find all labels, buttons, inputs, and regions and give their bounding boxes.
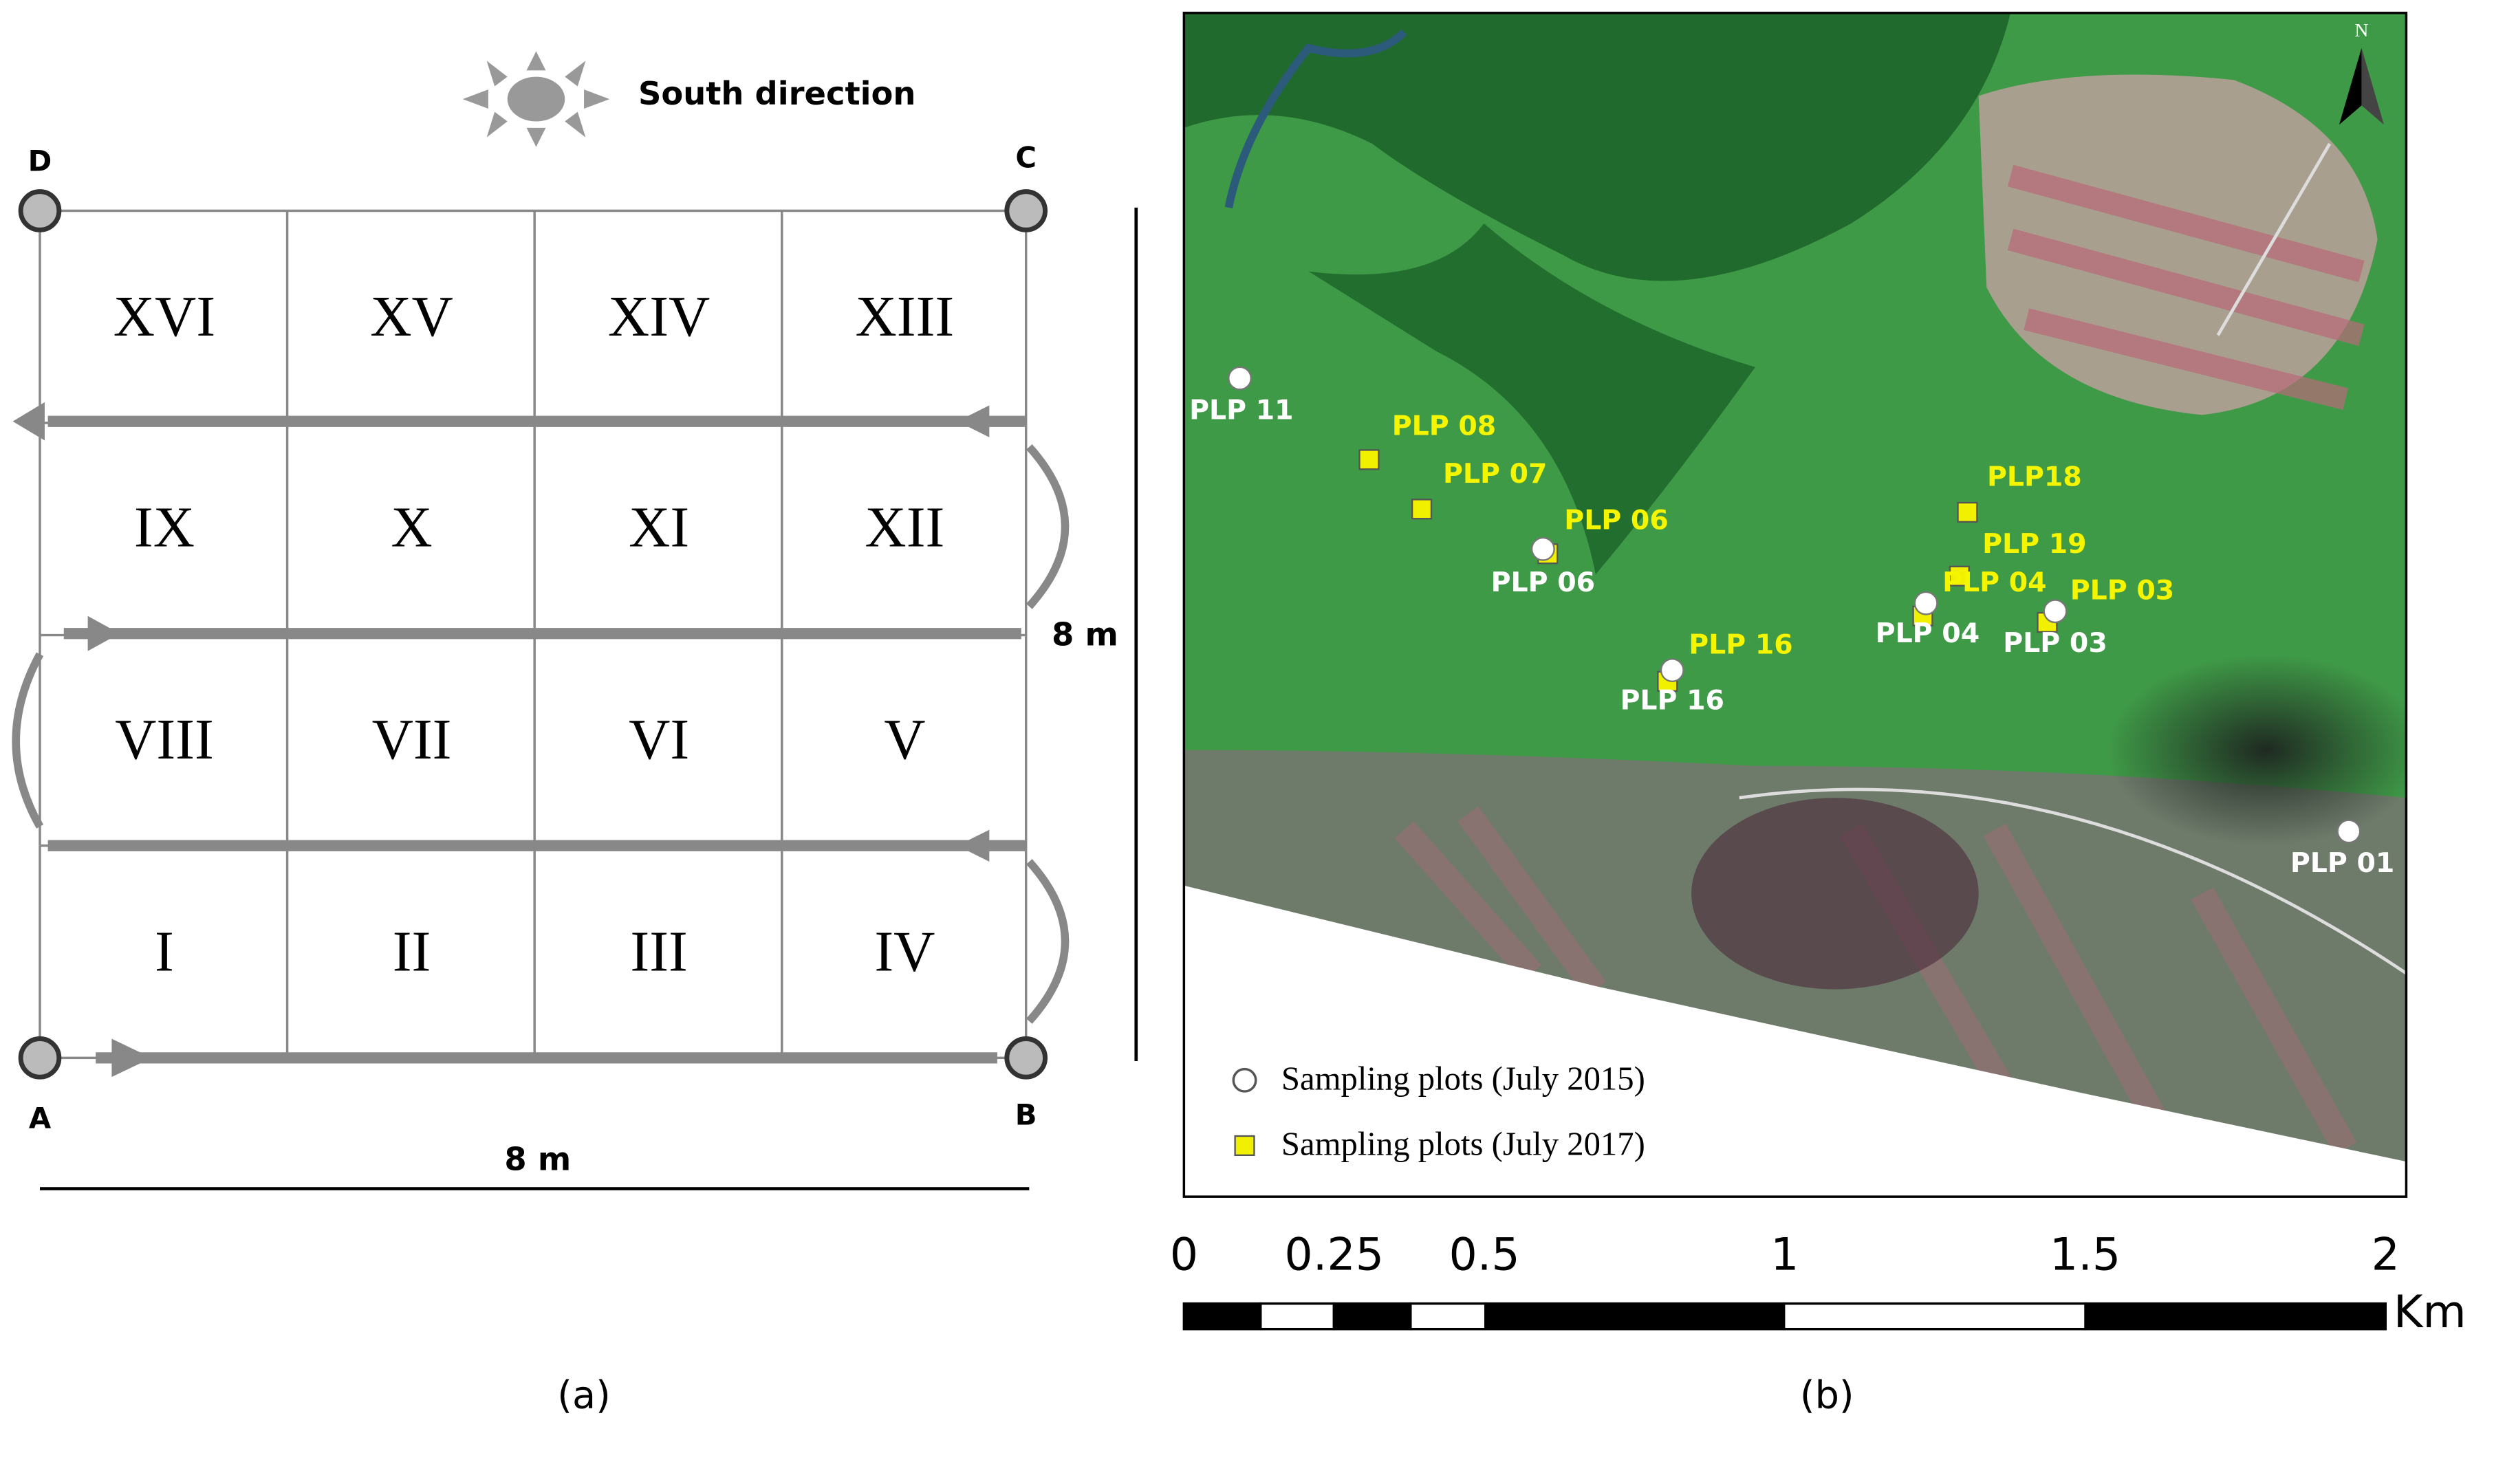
legend: Sampling plots (July 2015) Sampling plot… — [1232, 1060, 1645, 1162]
satellite-map — [1184, 12, 2407, 1197]
cell-label: XVI — [113, 285, 215, 349]
north-arrow: N — [2339, 20, 2384, 125]
legend-label: Sampling plots (July 2015) — [1281, 1060, 1645, 1097]
legend-label: Sampling plots (July 2017) — [1281, 1125, 1645, 1162]
sun-label: South direction — [638, 75, 915, 112]
scale-tick-label: 1.5 — [2050, 1229, 2121, 1280]
plot-label-2017: PLP 19 — [1982, 528, 2087, 560]
cell-label: IX — [134, 496, 195, 559]
plot-label-2017: PLP 16 — [1689, 629, 1792, 660]
scale-tick-label: 0 — [1170, 1229, 1198, 1280]
cell-label: XI — [629, 496, 689, 559]
plot-label-2015: PLP 06 — [1491, 567, 1596, 598]
cell-label: V — [884, 708, 925, 772]
path-arrows — [12, 415, 1070, 1064]
scale-unit: Km — [2394, 1287, 2466, 1338]
plot-marker-2017 — [1358, 449, 1380, 470]
caption: (b) — [1800, 1373, 1854, 1418]
panel-a: South direction D C — [12, 51, 1138, 1418]
plot-label-2015: PLP 16 — [1620, 685, 1724, 717]
cell-label: X — [391, 496, 432, 559]
plot-label-2017: PLP 06 — [1564, 504, 1669, 536]
north-label: N — [2354, 20, 2368, 41]
corner-label: A — [29, 1101, 52, 1135]
plot-marker-2015 — [1660, 658, 1684, 683]
cell-label: XII — [865, 496, 944, 559]
plot-marker-2015 — [2043, 599, 2068, 624]
corner-markers — [18, 189, 1048, 1080]
plot-label-2015: PLP 11 — [1189, 394, 1294, 426]
cell-label: III — [630, 920, 687, 983]
cell-label: I — [155, 920, 174, 983]
plot-label-2017: PLP 04 — [1942, 567, 2047, 598]
panel-b: N PLP 08 PLP 07 PLP 06 PLP 16 PLP18 PLP 19 PLP… — [1170, 12, 2466, 1418]
cell-label: II — [393, 920, 431, 983]
plot-marker-2017 — [1957, 501, 1978, 523]
plot-marker-2015 — [1913, 591, 1938, 615]
cell-label: XV — [370, 285, 453, 349]
plot-label-2017: PLP 07 — [1443, 458, 1548, 490]
scale-tick-label: 0.5 — [1449, 1229, 1519, 1280]
arrow-heads — [12, 402, 990, 1078]
corner-label: C — [1015, 141, 1037, 175]
corner-label: D — [28, 144, 52, 177]
plot-label-2015: PLP 01 — [2290, 847, 2395, 879]
bottom-label: 8 m — [504, 1141, 571, 1178]
plot-marker-2015 — [1530, 536, 1555, 561]
plot-marker-2015 — [2336, 819, 2361, 844]
plot-label-2017: PLP 08 — [1392, 410, 1497, 441]
cell-label: VIII — [115, 708, 214, 772]
cell-label: VII — [372, 708, 452, 772]
caption: (a) — [557, 1373, 611, 1418]
cell-label: XIII — [856, 285, 955, 349]
plot-label-2017: PLP18 — [1987, 461, 2082, 493]
legend-symbol — [1232, 1067, 1257, 1093]
side-label: 8 m — [1052, 615, 1118, 653]
plot-label-2015: PLP 03 — [2003, 627, 2107, 659]
corner-label: B — [1015, 1098, 1037, 1132]
legend-symbol — [1234, 1135, 1255, 1157]
cell-label: IV — [874, 920, 935, 983]
sun-icon — [462, 51, 610, 147]
plot-marker-2017 — [1411, 499, 1433, 520]
scale-tick-label: 2 — [2372, 1229, 2400, 1280]
plot-label-2015: PLP 04 — [1876, 618, 1980, 649]
plot-label-2017: PLP 03 — [2070, 574, 2174, 606]
scale-tick-label: 1 — [1770, 1229, 1799, 1280]
map-frame — [1182, 12, 2408, 1198]
cell-label: XIV — [608, 285, 710, 349]
scale-tick-label: 0.25 — [1284, 1229, 1384, 1280]
scale-bar — [1182, 1302, 2387, 1331]
plot-marker-2015 — [1228, 366, 1252, 391]
cell-label: VI — [629, 708, 689, 772]
plot-marker-2017 — [1949, 565, 1970, 587]
